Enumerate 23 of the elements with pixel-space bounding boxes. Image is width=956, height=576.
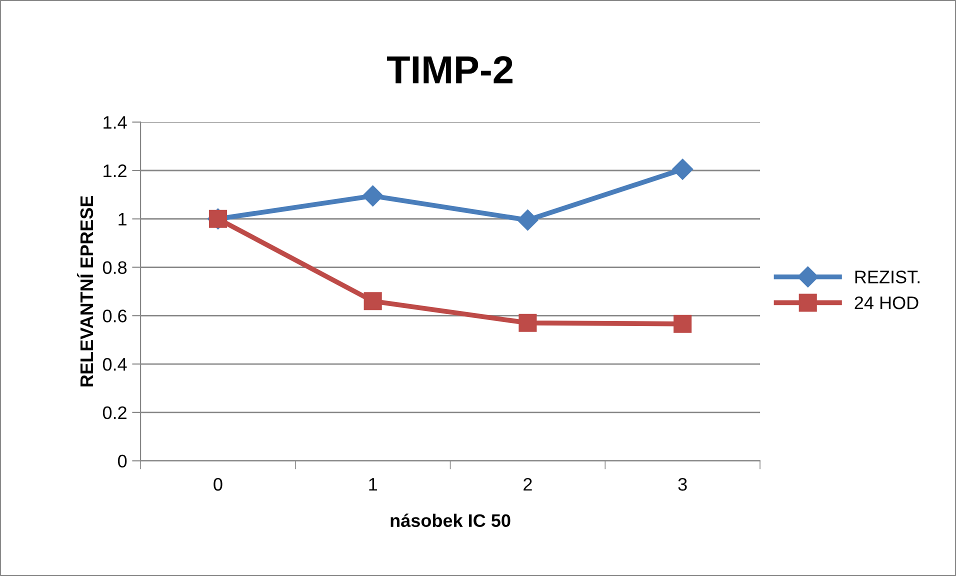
chart-title: TIMP-2	[386, 56, 512, 84]
x-tick-label: 3	[678, 478, 687, 491]
x-tick-label: 2	[524, 478, 532, 491]
point	[517, 210, 538, 231]
point	[518, 314, 537, 332]
point	[364, 292, 382, 310]
y-tick-label: 1	[118, 213, 126, 226]
y-tick-label: 0	[118, 454, 127, 468]
point	[674, 314, 692, 333]
legend-label: 24 HOD	[854, 296, 918, 310]
x-tick-label: 0	[214, 478, 222, 491]
x-tick-label: 1	[369, 478, 377, 491]
y-tick-label: 1.2	[104, 164, 126, 178]
legend-label: REZIST.	[855, 270, 920, 284]
y-tick-label: 0.8	[102, 261, 127, 274]
y-tick-label: 0.4	[102, 358, 127, 371]
point	[362, 185, 384, 206]
y-axis-title: RELEVANTNÍ EPRESE	[76, 196, 94, 386]
point	[672, 158, 694, 180]
y-tick-label: 0.2	[102, 406, 126, 420]
y-tick-label: 0.6	[102, 310, 127, 322]
y-tick-label: 1.4	[104, 116, 127, 129]
x-axis-title: násobek IC 50	[390, 514, 510, 528]
